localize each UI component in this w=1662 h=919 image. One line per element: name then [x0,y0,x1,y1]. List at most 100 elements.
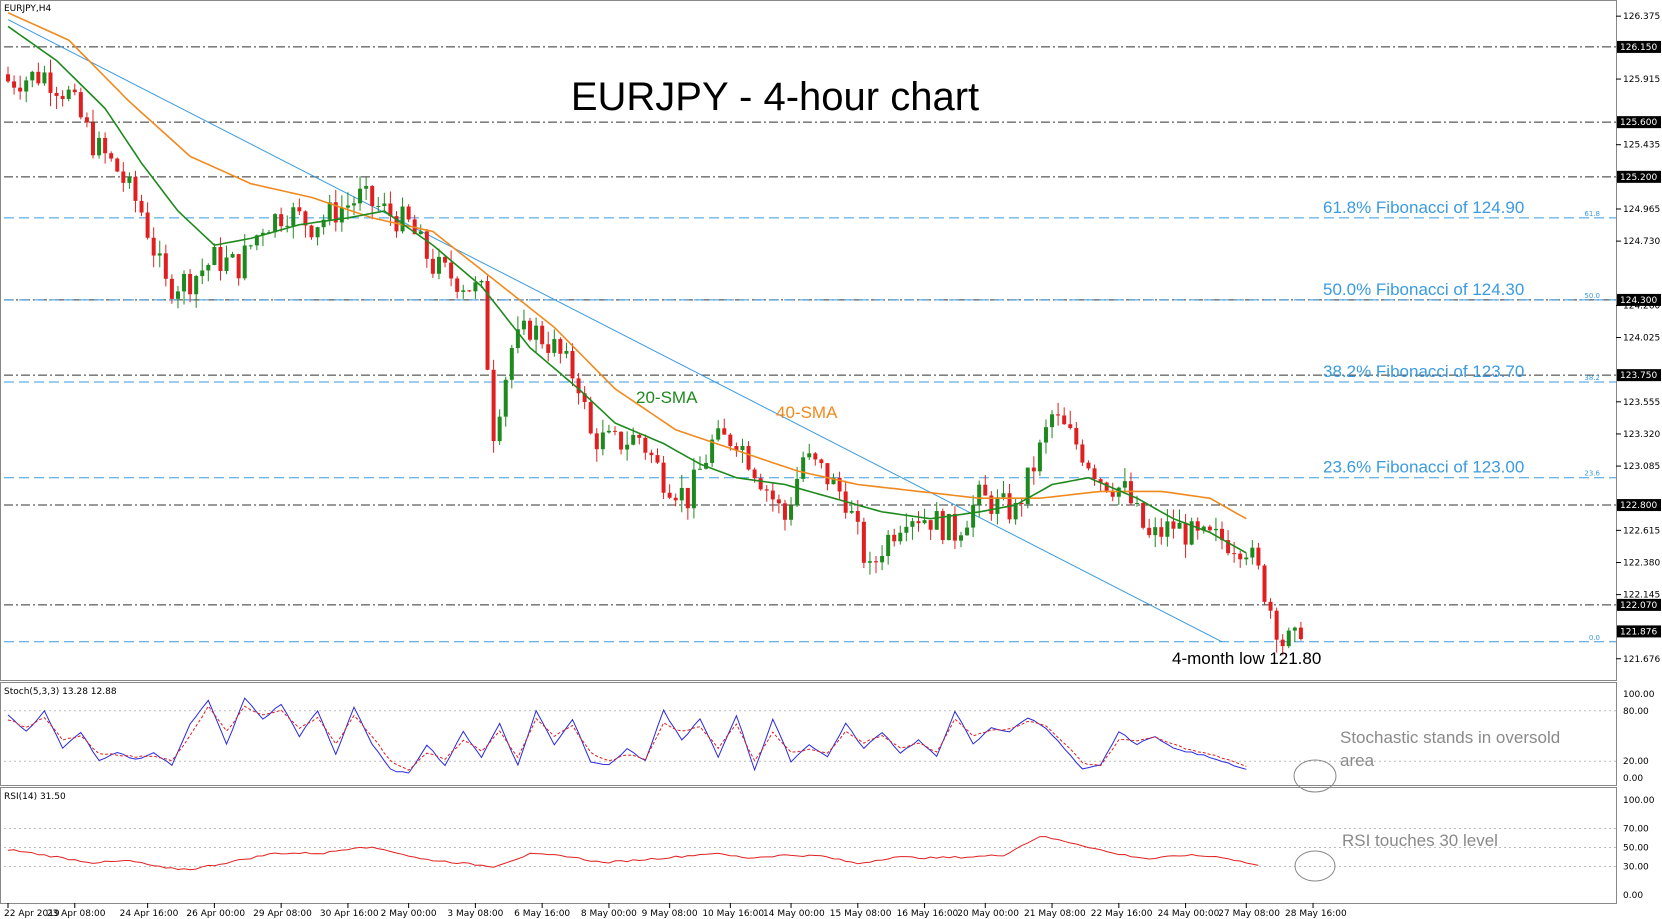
candle-bear [1074,428,1079,445]
candle-bear [570,350,575,379]
time-tick-label: 28 May 16:00 [1285,909,1347,919]
candle-bear [1141,502,1146,528]
candle-bear [1159,527,1164,537]
candle-bear [546,344,551,353]
symbol-label: EURJPY,H4 [4,4,52,14]
time-tick-label: 30 Apr 16:00 [320,909,379,919]
candle-bull [1201,526,1206,531]
candle-bear [667,492,672,498]
candle-bull [710,439,715,463]
candle-bull [418,231,423,235]
candle-bear [576,378,581,394]
candle-bull [321,219,326,228]
candle-bull [849,510,854,513]
price-tick-label: 123.085 [1623,462,1660,472]
candle-bull [42,72,47,84]
time-tick-label: 22 Apr 2019 [4,909,60,919]
candle-bear [72,89,77,93]
candle-bear [734,446,739,451]
fibonacci-ratio: 50.0 [1584,292,1600,300]
fibonacci-ratio: 23.6 [1584,470,1600,478]
candle-bear [1062,415,1067,425]
price-tick-label: 124.025 [1623,334,1660,344]
candle-bear [1183,522,1188,545]
candle-bull [716,428,721,440]
candle-bear [60,95,65,100]
candle-bull [1037,442,1042,472]
candle-bear [103,137,108,154]
candle-bear [218,246,223,272]
candle-bull [224,257,229,272]
candle-bear [1298,627,1303,640]
candle-bull [273,214,278,233]
candle-bull [679,487,684,501]
candle-bear [855,510,860,522]
candle-bear [1220,528,1224,541]
candle-bear [1268,601,1273,611]
candle-bull [1165,521,1170,537]
stoch-k-line [7,697,1247,774]
candle-bear [643,437,648,453]
price-level-box-label: 126.150 [1620,43,1657,53]
time-tick-label: 2 May 00:00 [381,909,437,919]
rsi-label: RSI(14) 31.50 [4,792,66,802]
candle-bear [758,478,763,490]
candle-bull [697,468,702,470]
candle-bear [837,477,842,492]
candle-bull [97,137,102,156]
candle-bull [1122,481,1127,488]
price-tick-label: 125.915 [1623,75,1660,85]
candle-bull [606,430,611,433]
candle-bear [1110,490,1115,497]
candle-bear [370,186,375,206]
candle-bull [345,205,350,208]
candle-bear [1147,527,1152,536]
time-tick-label: 26 Apr 00:00 [186,909,245,919]
stoch-label: Stoch(5,3,3) 13.28 12.88 [4,687,117,697]
candle-bear [1238,553,1243,560]
time-tick-label: 29 Apr 08:00 [253,909,312,919]
candle-bear [6,74,10,82]
candle-bear [1019,502,1024,505]
candle-bull [127,176,132,183]
candle-bull [995,497,1000,514]
candle-bull [910,521,915,527]
candle-bull [285,225,290,227]
price-level-box [1617,499,1661,512]
rsi-tick-label: 30.00 [1623,863,1649,873]
candle-bear [892,534,897,542]
candle-bull [600,432,605,450]
candle-bull [339,207,344,223]
candle-bear [84,117,89,123]
candle-bull [922,520,927,524]
candle-bear [1274,610,1279,640]
candle-bull [400,206,405,232]
price-tick-label: 122.615 [1623,526,1660,536]
price-level-box-label: 124.300 [1620,296,1657,306]
time-tick-label: 22 May 16:00 [1091,909,1153,919]
candle-bull [242,245,247,279]
sma20-label: 20-SMA [636,388,698,407]
price-tick-label: 122.145 [1623,591,1660,601]
stoch-note-line1: Stochastic stands in oversold [1340,728,1560,747]
candle-bear [540,325,545,345]
fibonacci-label: 23.6% Fibonacci of 123.00 [1323,458,1524,477]
candle-bull [521,320,526,330]
candle-bull [958,535,963,541]
candle-bull [461,290,466,292]
time-tick-label: 8 May 00:00 [581,909,637,919]
candle-bull [1050,414,1055,428]
fibonacci-ratio: 38.2 [1584,374,1600,382]
stoch-tick-label: 100.00 [1623,690,1655,700]
candle-bull [880,556,885,563]
time-tick-label: 20 May 00:00 [957,909,1019,919]
candle-bear [722,428,727,435]
candle-bull [801,457,806,479]
candle-bear [1056,414,1061,416]
candle-bear [1207,526,1212,531]
price-level-box-label: 121.876 [1620,627,1657,637]
candle-bear [1262,565,1267,602]
stoch-panel [0,682,1617,786]
candle-bear [558,339,563,354]
